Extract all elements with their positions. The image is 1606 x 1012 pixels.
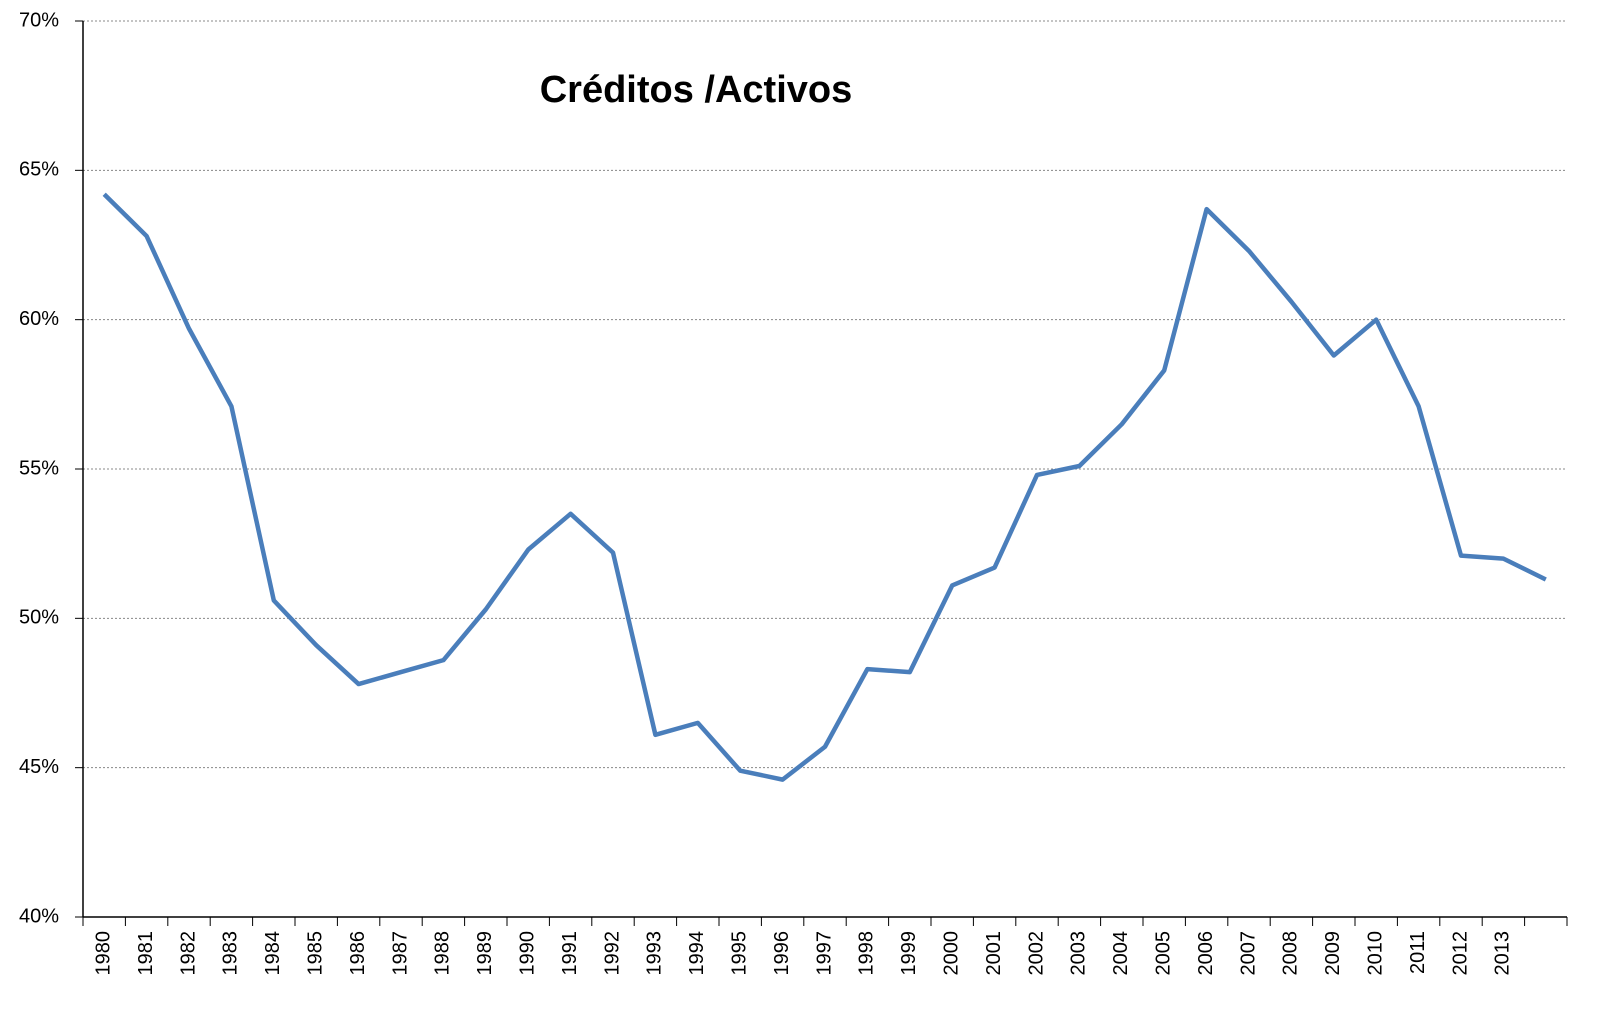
y-tick-label: 65% xyxy=(19,159,59,181)
x-tick-label: 2002 xyxy=(1025,931,1047,976)
x-tick-label: 2007 xyxy=(1237,931,1259,976)
x-tick-label: 1990 xyxy=(516,931,538,976)
x-tick-label: 1994 xyxy=(686,931,708,976)
x-tick-label: 1999 xyxy=(898,931,920,976)
x-tick-label: 1998 xyxy=(856,931,878,976)
x-tick-label: 1995 xyxy=(728,931,750,976)
x-tick-label: 1985 xyxy=(304,931,326,976)
x-tick-label: 2009 xyxy=(1322,931,1344,976)
y-tick-label: 40% xyxy=(19,905,59,927)
x-tick-label: 2011 xyxy=(1407,931,1429,974)
x-tick-label: 1984 xyxy=(262,931,284,976)
x-tick-label: 2008 xyxy=(1280,931,1302,976)
x-tick-label: 2005 xyxy=(1152,931,1174,976)
x-tick-label: 1981 xyxy=(135,931,157,976)
x-tick-label: 1980 xyxy=(92,931,114,976)
y-tick-label: 55% xyxy=(19,457,59,479)
chart-title: Créditos /Activos xyxy=(540,69,853,111)
data-line xyxy=(102,192,1547,782)
x-tick-label: 1986 xyxy=(347,931,369,976)
x-tick-label: 2006 xyxy=(1195,931,1217,976)
x-tick-label: 2013 xyxy=(1492,931,1514,976)
y-tick-label: 45% xyxy=(19,756,59,778)
x-tick-label: 1991 xyxy=(559,931,581,976)
x-tick-label: 2003 xyxy=(1068,931,1090,976)
x-tick-label: 1987 xyxy=(389,931,411,976)
x-tick-label: 2000 xyxy=(940,931,962,976)
y-tick-label: 50% xyxy=(19,607,59,629)
x-tick-label: 1997 xyxy=(813,931,835,976)
x-tick-label: 2010 xyxy=(1364,931,1386,976)
x-tick-label: 1992 xyxy=(601,931,623,976)
x-tick-label: 2004 xyxy=(1110,931,1132,976)
x-tick-label: 1988 xyxy=(432,931,454,976)
x-tick-label: 1983 xyxy=(220,931,242,976)
y-tick-label: 60% xyxy=(19,308,59,330)
x-tick-label: 1982 xyxy=(177,931,199,976)
x-tick-label: 2012 xyxy=(1449,931,1471,976)
x-tick-label: 1996 xyxy=(771,931,793,976)
x-tick-label: 1993 xyxy=(644,931,666,976)
y-tick-label: 70% xyxy=(19,9,59,31)
x-tick-label: 2001 xyxy=(983,931,1005,976)
x-tick-label: 1989 xyxy=(474,931,496,976)
